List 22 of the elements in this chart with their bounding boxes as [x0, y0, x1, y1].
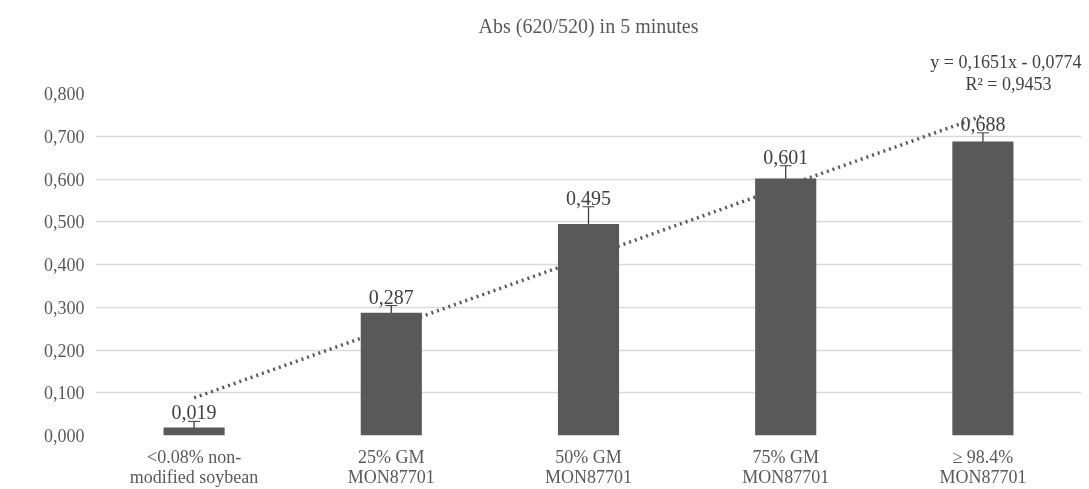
y-tick-label: 0,700: [44, 126, 85, 147]
x-tick-label: <0.08% non- modified soybean: [129, 446, 259, 487]
data-label: 0,287: [368, 285, 414, 308]
data-label: 0,601: [763, 145, 809, 168]
x-tick-label: 50% GM MON87701: [545, 446, 633, 487]
data-label: 0,019: [171, 401, 217, 424]
chart-title: Abs (620/520) in 5 minutes: [478, 15, 699, 38]
y-tick-label: 0,500: [44, 212, 85, 233]
y-tick-label: 0,200: [44, 340, 85, 361]
text: y = 0,1651x - 0,0774: [930, 51, 1082, 72]
y-tick-label: 0,000: [44, 426, 85, 446]
data-label: 0,495: [566, 186, 611, 209]
text: R² = 0,9453: [965, 73, 1052, 94]
x-tick-label: ≥ 98.4% MON87701: [939, 446, 1027, 487]
x-tick-label: 75% GM MON87701: [742, 446, 830, 487]
y-tick-label: 0,400: [44, 255, 85, 275]
y-tick-label: 0,300: [44, 297, 85, 318]
y-tick-label: 0,600: [44, 169, 85, 190]
y-tick-label: 0,100: [44, 383, 85, 404]
y-tick-label: 0,800: [44, 84, 85, 104]
x-tick-label: 25% GM MON87701: [347, 446, 435, 487]
data-label: 0,688: [960, 112, 1006, 135]
